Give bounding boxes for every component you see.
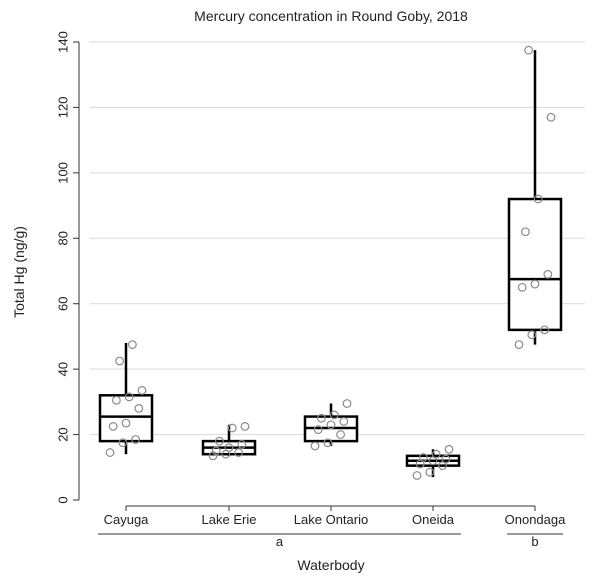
data-point bbox=[530, 279, 540, 289]
data-point bbox=[115, 356, 124, 366]
y-tick-label: 0 bbox=[56, 496, 71, 503]
data-point bbox=[131, 435, 141, 444]
data-point bbox=[425, 467, 435, 477]
group-label: a bbox=[276, 534, 284, 549]
y-tick-label: 140 bbox=[56, 31, 71, 53]
data-point bbox=[211, 446, 221, 456]
x-tick-label: Oneida bbox=[412, 512, 455, 527]
y-axis: 0 20 40 60 80 100 120 140 bbox=[56, 31, 80, 504]
data-point bbox=[108, 421, 118, 431]
data-point bbox=[310, 441, 320, 451]
data-point bbox=[412, 471, 422, 480]
data-point bbox=[444, 444, 454, 454]
data-points bbox=[105, 45, 556, 480]
data-point bbox=[326, 420, 336, 430]
x-tick-label: Cayuga bbox=[104, 512, 150, 527]
data-point bbox=[431, 449, 441, 459]
gridlines bbox=[90, 41, 585, 436]
y-tick-label: 80 bbox=[56, 231, 71, 245]
y-tick-label: 120 bbox=[56, 97, 71, 119]
box-iqr bbox=[98, 394, 154, 443]
data-point bbox=[323, 438, 333, 448]
data-point bbox=[339, 417, 349, 426]
data-point bbox=[342, 399, 352, 408]
data-point bbox=[121, 418, 131, 428]
box-iqr bbox=[507, 197, 563, 332]
data-point bbox=[224, 443, 234, 453]
data-point bbox=[540, 325, 549, 335]
data-point bbox=[111, 395, 121, 405]
x-axis-label: Waterbody bbox=[297, 557, 364, 573]
data-point bbox=[441, 454, 451, 464]
data-point bbox=[527, 330, 537, 340]
group-label: b bbox=[531, 534, 538, 549]
data-point bbox=[521, 227, 530, 237]
y-tick-label: 100 bbox=[56, 162, 71, 184]
data-point bbox=[533, 194, 543, 204]
data-point bbox=[127, 340, 137, 350]
data-point bbox=[517, 282, 527, 292]
data-point bbox=[105, 448, 115, 457]
data-point bbox=[317, 413, 326, 423]
data-point bbox=[313, 425, 323, 435]
x-tick-label: Lake Ontario bbox=[294, 512, 368, 527]
x-tick-label: Onondaga bbox=[505, 512, 566, 527]
data-point bbox=[546, 112, 556, 122]
chart-title: Mercury concentration in Round Goby, 201… bbox=[194, 8, 468, 24]
boxes bbox=[98, 50, 563, 478]
y-tick-label: 60 bbox=[56, 296, 71, 310]
data-point bbox=[543, 269, 553, 279]
data-point bbox=[237, 439, 247, 449]
x-tick-label: Lake Erie bbox=[202, 512, 257, 527]
data-point bbox=[514, 340, 524, 350]
y-tick-label: 20 bbox=[56, 427, 71, 441]
data-point bbox=[234, 448, 244, 457]
data-point bbox=[240, 421, 250, 431]
y-axis-label: Total Hg (ng/g) bbox=[11, 226, 27, 318]
data-point bbox=[134, 404, 144, 413]
data-point bbox=[137, 386, 147, 395]
data-point bbox=[329, 410, 339, 420]
data-point bbox=[336, 430, 346, 439]
data-point bbox=[227, 423, 237, 433]
data-point bbox=[419, 453, 428, 462]
data-point bbox=[214, 436, 224, 446]
data-point bbox=[118, 438, 128, 448]
x-axis: Cayuga Lake Erie Lake Ontario Oneida Onondag… bbox=[104, 505, 566, 527]
y-tick-label: 40 bbox=[56, 362, 71, 376]
data-point bbox=[124, 392, 134, 402]
data-point bbox=[524, 45, 533, 55]
